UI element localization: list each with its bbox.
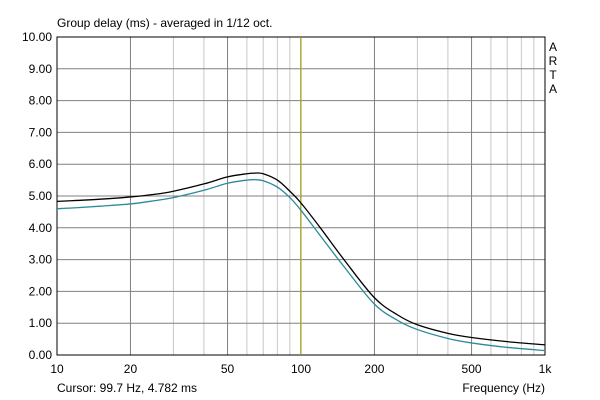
y-tick-label: 4.00 (29, 221, 53, 235)
brand-letter: A (549, 82, 557, 96)
cursor-readout: Cursor: 99.7 Hz, 4.782 ms (57, 381, 197, 395)
y-tick-label: 2.00 (29, 284, 53, 298)
y-tick-label: 9.00 (29, 62, 53, 76)
x-tick-label: 500 (462, 362, 482, 376)
y-tick-label: 7.00 (29, 125, 53, 139)
brand-letter: A (549, 40, 557, 54)
chart-title: Group delay (ms) - averaged in 1/12 oct. (57, 16, 272, 30)
y-tick-label: 10.00 (22, 30, 52, 44)
series-group (56, 172, 546, 352)
brand-letter: T (549, 68, 557, 82)
x-tick-label: 50 (221, 362, 235, 376)
x-axis-label: Frequency (Hz) (462, 381, 545, 395)
y-tick-labels: 0.00 1.00 2.00 3.00 4.00 5.00 6.00 7.00 8.00 9.00… (22, 30, 52, 362)
series-line-2 (56, 179, 546, 352)
y-tick-label: 5.00 (29, 189, 53, 203)
x-tick-label: 200 (364, 362, 384, 376)
y-tick-label: 0.00 (29, 348, 53, 362)
y-tick-label: 8.00 (29, 94, 53, 108)
y-tick-label: 6.00 (29, 157, 53, 171)
x-tick-labels: 10 20 50 100 200 500 1k (50, 362, 552, 376)
brand-letter: R (549, 54, 558, 68)
y-tick-label: 3.00 (29, 253, 53, 267)
y-tick-label: 1.00 (29, 316, 53, 330)
x-tick-label: 100 (291, 362, 311, 376)
x-tick-label: 10 (50, 362, 64, 376)
x-tick-label: 20 (124, 362, 138, 376)
series-line-1 (56, 172, 546, 346)
x-tick-label: 1k (539, 362, 553, 376)
